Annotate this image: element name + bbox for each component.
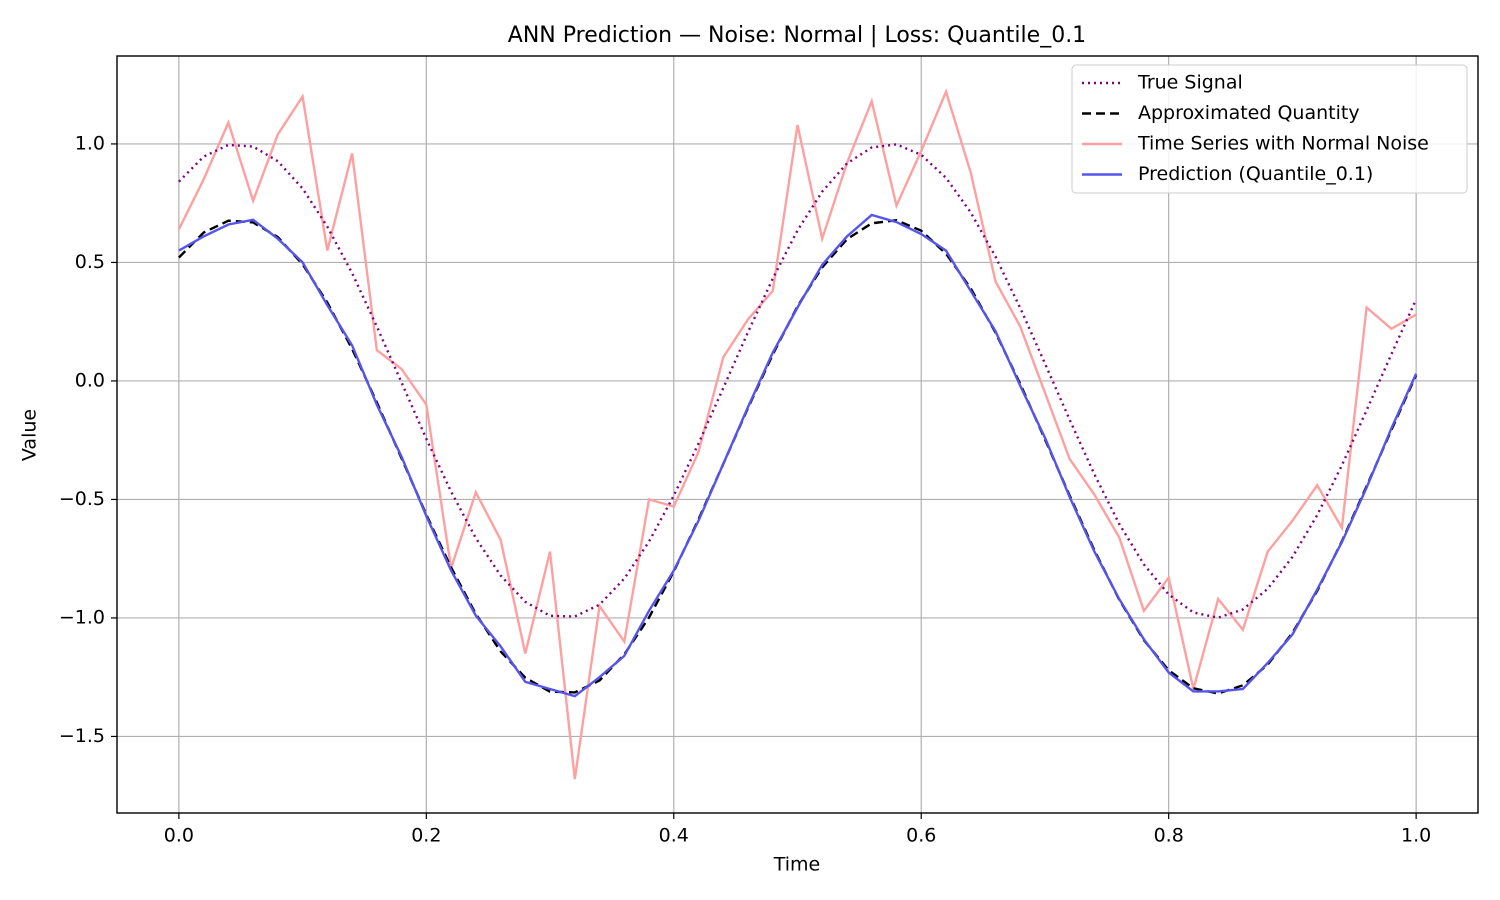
legend-label: True Signal — [1137, 72, 1243, 94]
x-tick-label: 0.8 — [1154, 825, 1184, 847]
x-tick-label: 1.0 — [1401, 825, 1431, 847]
y-tick-label: −1.0 — [59, 606, 105, 628]
legend-label: Approximated Quantity — [1138, 102, 1360, 124]
x-axis-label: Time — [773, 854, 821, 876]
series-line — [178, 143, 1418, 619]
series-line — [177, 88, 1417, 780]
legend-label: Time Series with Normal Noise — [1137, 133, 1429, 155]
y-tick-label: 0.5 — [75, 251, 105, 273]
legend-box — [1071, 64, 1468, 194]
y-tick-label: 1.0 — [75, 132, 105, 154]
x-tick-label: 0.4 — [659, 825, 689, 847]
legend-label: Prediction (Quantile_0.1) — [1138, 163, 1373, 185]
x-tick-label: 0.0 — [164, 825, 194, 847]
x-tick-label: 0.6 — [906, 825, 936, 847]
y-tick-label: 0.0 — [75, 369, 105, 391]
chart-title: ANN Prediction — Noise: Normal | Loss: Q… — [508, 23, 1086, 48]
legend: True Signal Approximated Quantity Time Ser… — [1071, 64, 1468, 194]
y-axis-label: Value — [19, 409, 41, 461]
plot-frame — [116, 55, 1479, 814]
x-tick-label: 0.2 — [411, 825, 441, 847]
y-tick-label: −1.5 — [59, 725, 105, 747]
series-line — [178, 213, 1418, 698]
y-tick-label: −0.5 — [59, 488, 105, 510]
